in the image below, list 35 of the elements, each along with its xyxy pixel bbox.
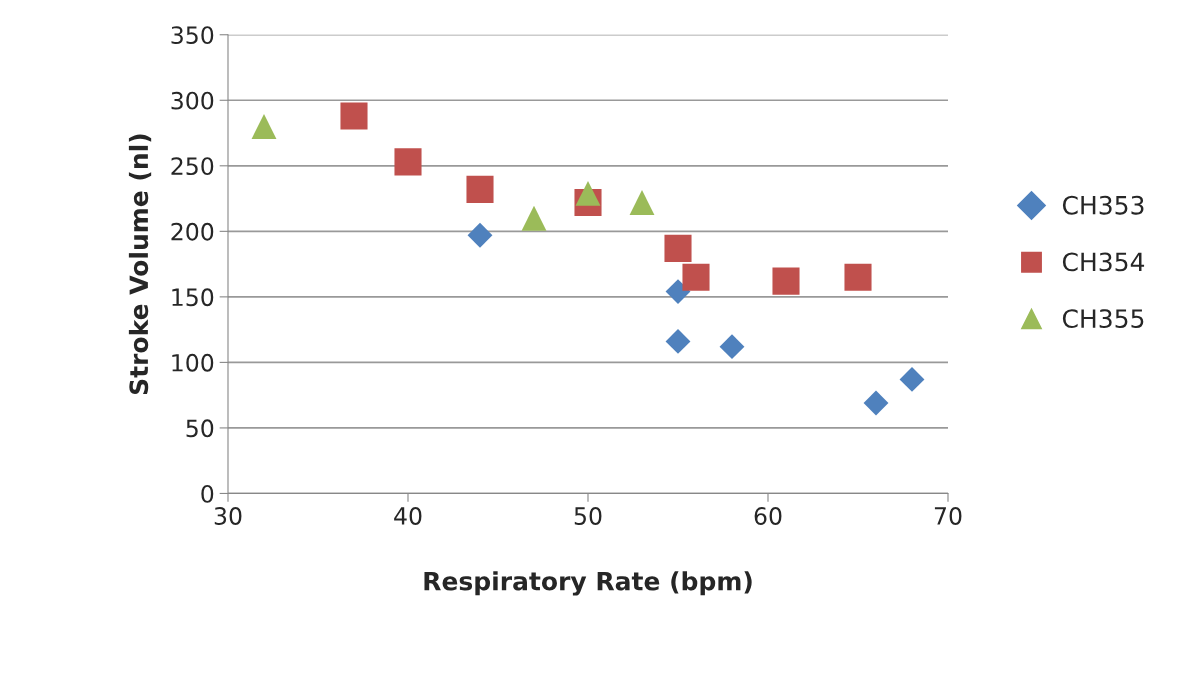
point [521,205,547,231]
y-tick-label: 200 [171,222,214,241]
point [629,190,655,215]
x-tick-label: 30 [214,507,242,525]
point [664,234,692,262]
y-tick-label: 150 [172,288,214,307]
point [899,367,925,392]
point [682,263,710,291]
x-tick-label: 40 [394,507,422,525]
legend-label: CH354 [1062,252,1145,272]
point [466,175,494,203]
y-tick-label: 0 [201,484,214,503]
x-axis-title: Respiratory Rate (bpm) [424,571,752,596]
y-tick-label: 50 [186,419,214,438]
legend-label: CH353 [1062,195,1144,215]
y-axis-title: Stroke Volume (nl) [128,134,152,395]
x-tick-label: 70 [934,507,962,525]
y-tick-label: 300 [171,91,214,110]
point [394,148,422,176]
point [665,329,691,354]
point [251,114,277,139]
point [719,334,745,360]
point [575,180,601,206]
point [844,263,872,291]
point [772,267,800,295]
point [665,279,691,305]
x-tick-label: 60 [754,507,782,525]
y-tick-label: 100 [172,353,214,372]
x-tick-label: 50 [574,507,602,525]
point [467,222,493,248]
y-tick-label: 250 [171,157,214,176]
y-tick-label: 350 [171,26,214,45]
point [340,102,368,130]
legend-label: CH355 [1062,309,1144,329]
point [863,390,889,416]
